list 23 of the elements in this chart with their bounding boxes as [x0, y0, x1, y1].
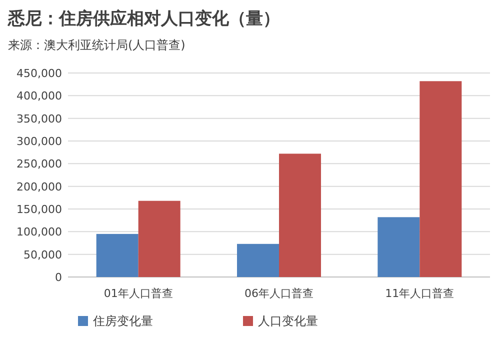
y-tick-label: 450,000	[16, 67, 62, 80]
y-tick-label: 50,000	[24, 248, 62, 262]
x-tick-label: 11年人口普查	[385, 287, 454, 300]
y-tick-label: 400,000	[16, 90, 62, 103]
chart-title: 悉尼：住房供应相对人口变化（量）	[7, 9, 280, 29]
y-tick-label: 150,000	[16, 203, 62, 216]
y-tick-label: 200,000	[16, 180, 62, 194]
y-tick-label: 0	[55, 271, 62, 284]
y-tick-label: 350,000	[16, 112, 62, 126]
bar	[420, 81, 462, 277]
x-tick-label: 06年人口普查	[244, 287, 314, 300]
legend-label: 人口变化量	[258, 314, 318, 328]
y-tick-label: 300,000	[16, 135, 62, 148]
bar	[237, 244, 279, 277]
x-tick-label: 01年人口普查	[104, 287, 173, 300]
y-tick-label: 100,000	[16, 226, 62, 239]
y-tick-label: 250,000	[16, 158, 62, 171]
legend-label: 住房变化量	[92, 314, 153, 328]
source-note: 来源：澳大利亚统计局(人口普查)	[8, 38, 186, 52]
bar	[378, 217, 420, 277]
bar	[279, 154, 321, 277]
bar	[96, 234, 138, 277]
bar	[138, 200, 180, 277]
